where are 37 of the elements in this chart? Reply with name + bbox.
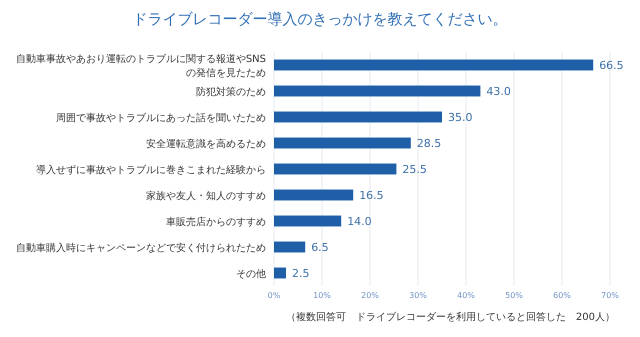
y-tick-label: 防犯対策のため <box>196 86 266 98</box>
text: （複数回答可 ドライブレコーダーを利用していると回答した 200人） <box>286 311 615 323</box>
data-label: 35.0 <box>448 111 472 124</box>
x-tick-label: 20% <box>361 291 380 300</box>
x-tick-label: 30% <box>409 291 428 300</box>
data-label: 14.0 <box>347 215 372 228</box>
bar <box>274 242 306 252</box>
bar <box>274 268 286 278</box>
bar <box>274 190 354 200</box>
bar <box>274 112 442 122</box>
data-label: 28.5 <box>416 137 442 150</box>
x-tick-label: 70% <box>601 291 620 300</box>
data-label: 16.5 <box>359 189 384 202</box>
bar <box>274 164 396 174</box>
y-tick-label: 周囲で事故やトラブルにあった話を聞いたため <box>56 112 266 124</box>
data-label: 66.5 <box>599 59 624 72</box>
y-tick-label: 自動車事故やあおり運転のトラブルに関する報道やSNSの発信を見たため <box>16 53 266 79</box>
chart-title: ドライブレコーダー導入のきっかけを教えてください。 <box>132 10 508 28</box>
x-tick-label: 10% <box>313 291 332 300</box>
bar <box>274 86 480 96</box>
data-label: 2.5 <box>292 267 310 280</box>
y-tick-label: 自動車購入時にキャンペーンなどで安く付けられたため <box>16 242 266 254</box>
data-label: 25.5 <box>402 163 427 176</box>
x-tick-label: 50% <box>505 291 524 300</box>
data-label: 43.0 <box>486 85 511 98</box>
y-tick-label: 家族や友人・知人のすすめ <box>146 190 266 202</box>
x-tick-label: 40% <box>457 291 476 300</box>
y-tick-label: その他 <box>236 268 266 280</box>
data-label: 6.5 <box>311 241 329 254</box>
x-tick-label: 0% <box>268 291 281 300</box>
y-tick-label: 安全運転意識を高めるため <box>146 138 266 150</box>
y-tick-label: 導入せずに事故やトラブルに巻きこまれた経験から <box>36 164 266 176</box>
x-tick-label: 60% <box>553 291 572 300</box>
bar <box>274 138 411 148</box>
y-tick-label: 車販売店からのすすめ <box>166 216 266 228</box>
bar <box>274 60 594 70</box>
bar <box>274 216 342 226</box>
